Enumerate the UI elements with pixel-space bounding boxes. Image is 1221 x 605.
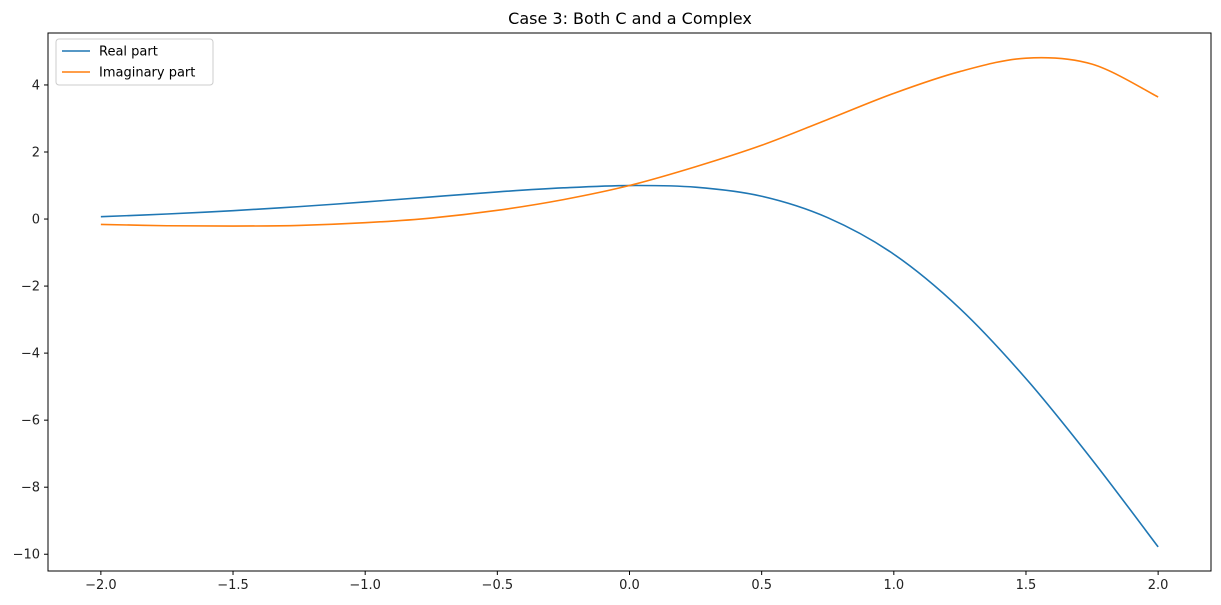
plot-frame [47,32,1212,572]
chart-title: Case 3: Both C and a Complex [508,9,752,28]
y-tick-label: −6 [21,414,40,429]
y-tick-label: −10 [13,548,40,563]
y-tick-label: 2 [32,145,40,160]
y-tick-label: −2 [21,280,40,295]
x-axis: −2.0 −1.5 −1.0 −0.5 0.0 0.5 1.0 1.5 2.0 [85,571,1168,593]
y-tick-label: 4 [32,78,40,93]
y-tick-label: −4 [21,347,40,362]
x-tick-label: −1.0 [349,578,381,593]
x-tick-label: −0.5 [482,578,514,593]
x-tick-label: 1.5 [1016,578,1037,593]
x-tick-label: −1.5 [217,578,249,593]
y-tick-label: −8 [21,481,40,496]
x-tick-label: 2.0 [1148,578,1169,593]
x-tick-label: 0.5 [751,578,772,593]
legend-box [55,38,214,86]
series-line-real-part [100,184,1159,548]
series-line-imaginary-part [100,56,1159,227]
x-tick-label: 0.0 [619,578,640,593]
legend-label: Imaginary part [99,66,195,81]
y-tick-label: 0 [32,213,40,228]
legend: Real part Imaginary part [55,38,214,86]
legend-label: Real part [99,45,158,60]
y-axis: −10 −8 −6 −4 −2 0 2 4 [13,78,48,563]
x-tick-label: −2.0 [85,578,117,593]
series-layer [100,56,1159,548]
x-tick-label: 1.0 [883,578,904,593]
